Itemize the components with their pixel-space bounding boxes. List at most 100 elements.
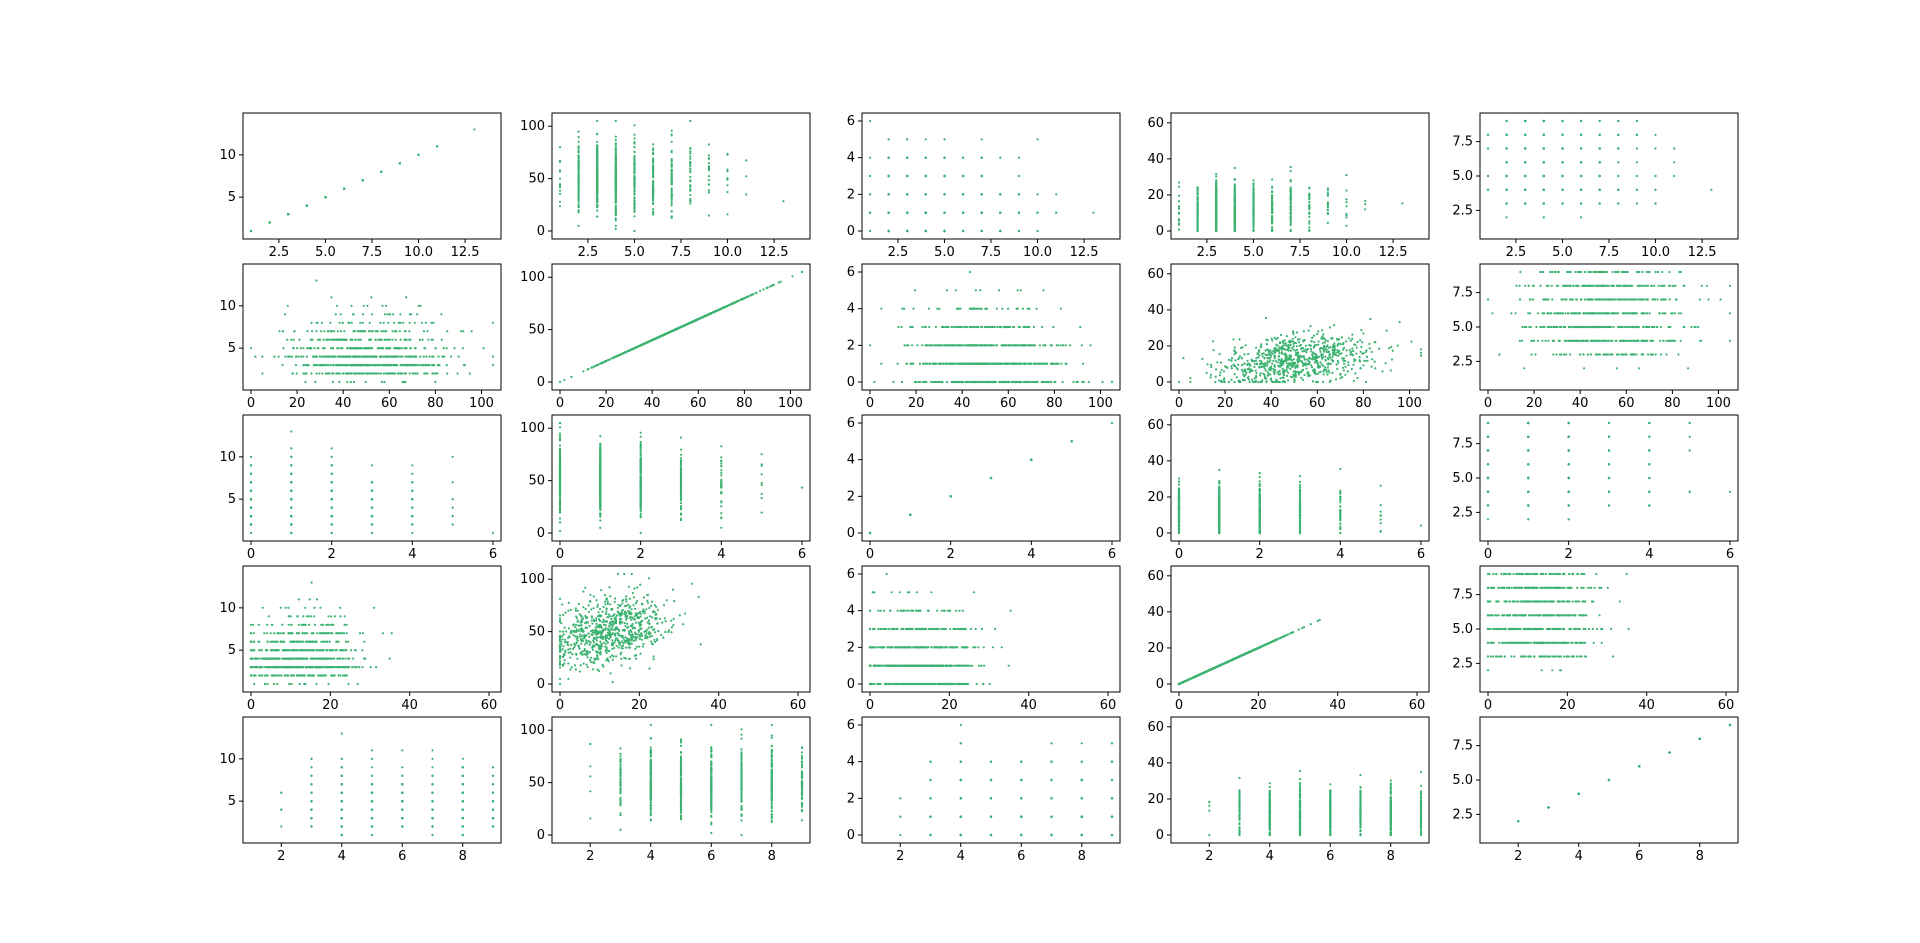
x-tick-label: 2.5 — [888, 245, 909, 260]
scatter-point — [670, 216, 673, 220]
scatter-point — [707, 154, 711, 157]
scatter-point — [1271, 229, 1274, 233]
scatter-point — [1654, 174, 1657, 178]
scatter-point — [906, 174, 909, 178]
scatter-point — [1271, 226, 1274, 229]
scatter-point — [1561, 133, 1564, 136]
scatter-point — [962, 156, 965, 159]
scatter-point — [1289, 195, 1292, 198]
scatter-point — [433, 372, 436, 375]
scatter-point — [428, 355, 431, 358]
scatter-point — [1308, 187, 1311, 190]
y-tick-label: 2 — [847, 187, 855, 202]
scatter-point — [1308, 229, 1311, 233]
scatter-point — [364, 330, 367, 333]
scatter-point — [558, 200, 562, 203]
y-tick-label: 10 — [219, 299, 236, 314]
scatter-point — [400, 355, 403, 358]
scatter-point — [596, 186, 599, 189]
scatter-point — [320, 321, 323, 324]
scatter-point — [380, 330, 383, 333]
scatter-point — [391, 338, 394, 341]
scatter-point — [633, 146, 636, 149]
scatter-point — [1233, 217, 1236, 221]
scatter-point — [367, 330, 371, 333]
scatter-point — [378, 364, 381, 367]
scatter-point — [887, 193, 890, 196]
scatter-point — [385, 372, 388, 375]
scatter-point — [1215, 228, 1218, 231]
scatter-point — [707, 162, 711, 165]
scatter-point — [453, 347, 456, 350]
scatter-point — [357, 330, 360, 333]
scatter-point — [980, 193, 983, 196]
scatter-point — [1617, 202, 1620, 205]
scatter-point — [745, 159, 748, 162]
scatter-point — [383, 338, 386, 341]
scatter-point — [1326, 203, 1329, 206]
scatter-point — [1252, 182, 1255, 185]
scatter-point — [431, 355, 434, 358]
scatter-point — [442, 347, 445, 350]
scatter-point — [393, 321, 396, 324]
scatter-point — [1635, 188, 1638, 191]
scatter-point — [281, 364, 284, 367]
scatter-point — [596, 159, 599, 162]
scatter-point — [1289, 186, 1292, 189]
scatter-point — [435, 372, 438, 375]
scatter-point — [482, 347, 485, 350]
scatter-point — [368, 347, 371, 350]
scatter-point — [318, 338, 321, 341]
scatter-point — [670, 202, 673, 205]
scatter-point — [416, 313, 419, 316]
x-tick-label: 7.5 — [362, 245, 383, 260]
scatter-point — [596, 140, 599, 144]
scatter-point — [370, 296, 373, 299]
scatter-point — [357, 347, 360, 350]
scatter-point — [377, 338, 380, 341]
scatter-point — [358, 372, 362, 375]
scatter-point — [1036, 211, 1039, 214]
scatter-point — [461, 347, 464, 350]
scatter-point — [962, 193, 965, 196]
scatter-point — [633, 176, 636, 179]
scatter-point — [1252, 222, 1255, 225]
panel-r0-c4: 2.55.07.52.5 5.0 7.5 10.0 12.5 — [1452, 112, 1739, 260]
scatter-point — [558, 186, 562, 189]
scatter-point — [924, 138, 927, 141]
scatter-point — [906, 211, 909, 214]
scatter-point — [292, 347, 295, 350]
scatter-point — [1308, 220, 1311, 223]
scatter-point — [430, 364, 434, 367]
x-tick-label: 80 — [427, 396, 444, 411]
scatter-point — [1289, 170, 1292, 173]
scatter-point — [1486, 188, 1490, 191]
scatter-point — [652, 147, 655, 150]
scatter-point — [1326, 221, 1329, 224]
scatter-point — [1289, 165, 1292, 169]
x-tick-label: 7.5 — [1599, 245, 1620, 260]
scatter-point — [1542, 174, 1545, 178]
x-tick-label: 0 — [247, 396, 255, 411]
scatter-point — [596, 144, 599, 147]
scatter-point — [1598, 119, 1601, 123]
scatter-point — [292, 338, 295, 341]
scatter-point — [1561, 161, 1564, 164]
scatter-point — [980, 156, 983, 159]
scatter-point — [1561, 174, 1564, 178]
scatter-point — [1542, 119, 1545, 123]
scatter-point — [1252, 203, 1255, 206]
scatter-point — [362, 304, 365, 307]
scatter-point — [1580, 133, 1583, 136]
scatter-point — [670, 140, 673, 143]
scatter-point — [403, 380, 406, 384]
scatter-point — [357, 338, 360, 341]
x-tick-label: 2.5 — [1197, 245, 1218, 260]
scatter-point — [943, 193, 946, 196]
scatter-point — [943, 211, 946, 214]
scatter-point — [473, 128, 476, 131]
scatter-point — [398, 330, 401, 333]
scatter-point — [707, 189, 711, 192]
panel-frame — [551, 112, 811, 240]
